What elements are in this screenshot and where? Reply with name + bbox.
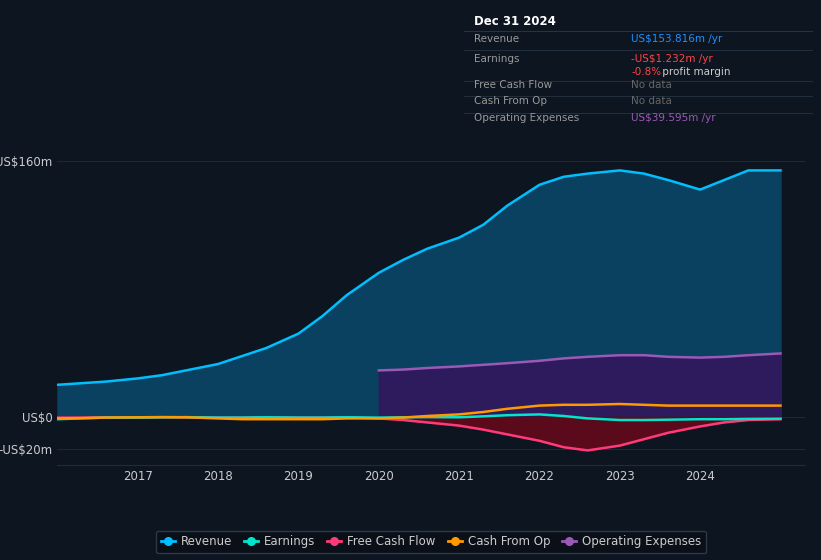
- Text: profit margin: profit margin: [659, 67, 731, 77]
- Legend: Revenue, Earnings, Free Cash Flow, Cash From Op, Operating Expenses: Revenue, Earnings, Free Cash Flow, Cash …: [156, 530, 706, 553]
- Text: Operating Expenses: Operating Expenses: [475, 113, 580, 123]
- Text: Cash From Op: Cash From Op: [475, 96, 548, 106]
- Text: No data: No data: [631, 80, 672, 90]
- Text: US$39.595m /yr: US$39.595m /yr: [631, 113, 716, 123]
- Text: Free Cash Flow: Free Cash Flow: [475, 80, 553, 90]
- Text: -0.8%: -0.8%: [631, 67, 662, 77]
- Text: Dec 31 2024: Dec 31 2024: [475, 15, 556, 27]
- Text: No data: No data: [631, 96, 672, 106]
- Text: Earnings: Earnings: [475, 54, 520, 64]
- Text: Revenue: Revenue: [475, 34, 520, 44]
- Text: US$153.816m /yr: US$153.816m /yr: [631, 34, 722, 44]
- Text: -US$1.232m /yr: -US$1.232m /yr: [631, 54, 713, 64]
